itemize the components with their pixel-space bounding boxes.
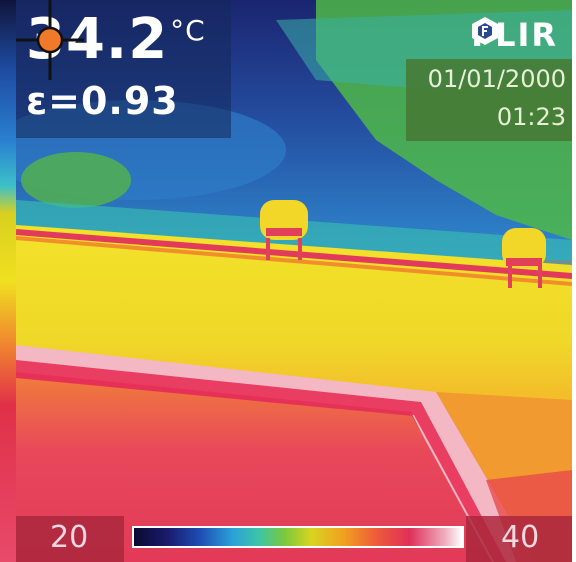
flir-logo-icon — [472, 17, 499, 45]
gutter-white-band — [16, 345, 536, 562]
gutter-red-band — [16, 360, 506, 562]
emissivity-value: ε=0.93 — [26, 79, 179, 123]
temperature-color-scale — [132, 526, 464, 548]
roof-ridge-line — [16, 229, 572, 279]
left-edge-strip — [0, 0, 16, 562]
date-label: 01/01/2000 — [427, 65, 566, 93]
scale-min-overlay — [16, 516, 124, 562]
scale-min-label: 20 — [50, 520, 89, 555]
time-label: 01:23 — [496, 103, 566, 131]
scale-max-overlay — [466, 516, 572, 562]
vent-left — [260, 200, 308, 260]
lower-wall — [16, 378, 492, 562]
flir-logo: FLIR — [471, 16, 558, 54]
cloud-green-left — [21, 152, 131, 208]
scale-max-label: 40 — [501, 520, 540, 555]
roof-ridge-orange — [16, 236, 572, 286]
thermal-image: 34.2°C ε=0.93 FLIR 01/01/2000 01:23 20 4… — [16, 0, 572, 562]
datetime-overlay: 01/01/2000 01:23 — [406, 59, 572, 141]
temperature-unit: °C — [170, 14, 206, 47]
vent-right — [502, 228, 546, 288]
temperature-overlay — [16, 0, 231, 138]
spot-meter-crosshair-icon — [16, 0, 84, 80]
